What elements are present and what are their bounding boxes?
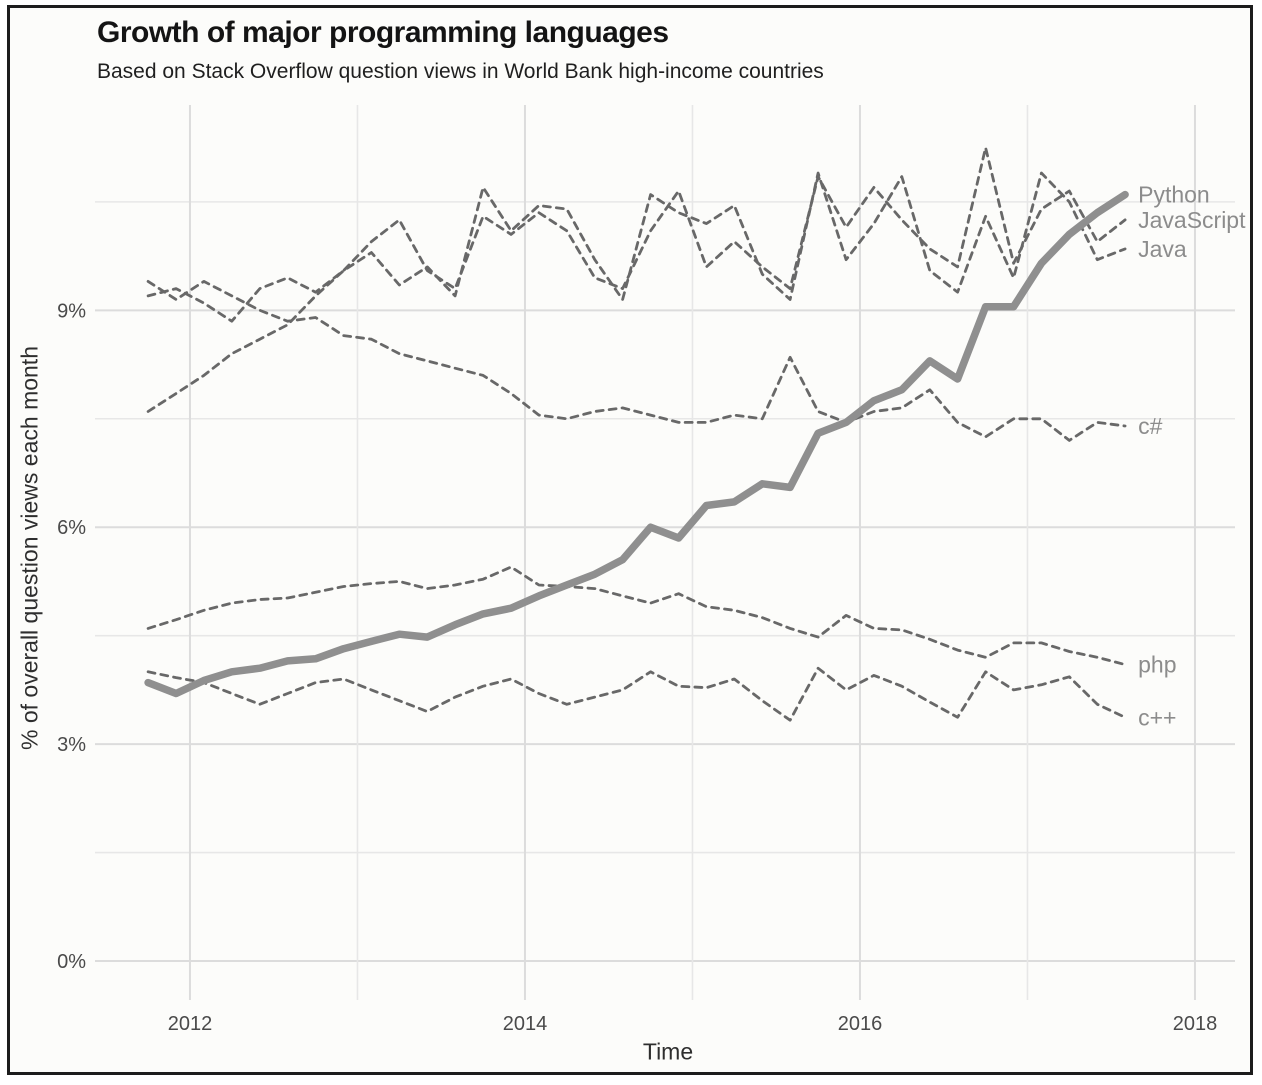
series-label-python: Python [1138, 182, 1210, 208]
series-line-c [146, 279, 1127, 442]
series-line-php [146, 565, 1127, 666]
y-tick-label: 3% [57, 734, 86, 756]
y-tick-label: 0% [57, 951, 86, 973]
series-line-python [144, 190, 1129, 698]
chart-title: Growth of major programming languages [97, 16, 669, 49]
series-line-javascript [146, 146, 1127, 323]
y-tick-label: 6% [57, 517, 86, 539]
series-label-c: c# [1138, 413, 1163, 439]
series-label-c: c++ [1138, 704, 1176, 730]
figure-border-frame [7, 5, 1253, 1075]
chart-subtitle: Based on Stack Overflow question views i… [97, 60, 824, 83]
y-tick-label: 9% [57, 300, 86, 322]
x-tick-label: 2012 [168, 1013, 213, 1035]
series-label-java: Java [1138, 236, 1187, 262]
x-axis-title: Time [642, 1038, 694, 1065]
y-axis-title: % of overall question views each month [16, 346, 43, 750]
series-label-javascript: JavaScript [1138, 207, 1246, 233]
x-tick-label: 2014 [503, 1013, 548, 1035]
series-line-c [146, 666, 1127, 722]
series-label-php: php [1138, 652, 1176, 678]
x-tick-label: 2016 [838, 1013, 883, 1035]
series-line-java [146, 171, 1127, 413]
x-tick-label: 2018 [1173, 1013, 1218, 1035]
